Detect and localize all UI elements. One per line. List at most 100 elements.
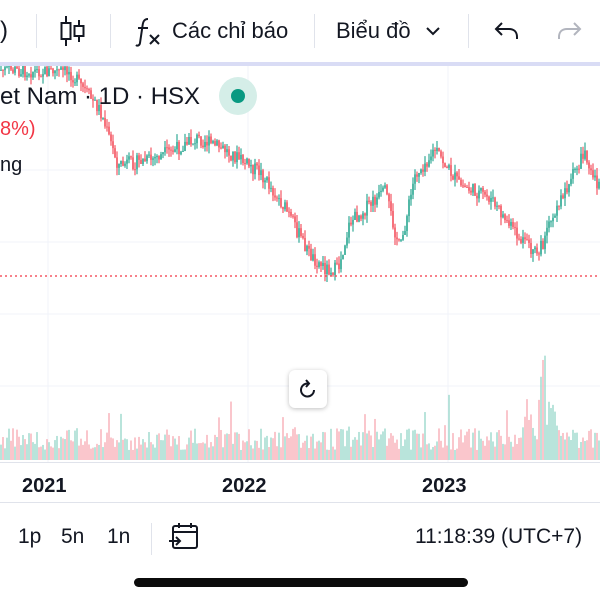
candle-body bbox=[102, 117, 104, 119]
toolbar-divider bbox=[36, 14, 37, 48]
candle-body bbox=[390, 201, 392, 212]
volume-bar bbox=[258, 447, 260, 460]
volume-bar bbox=[592, 447, 594, 460]
volume-bar bbox=[218, 417, 220, 460]
candle-body bbox=[446, 167, 448, 169]
candle-body bbox=[404, 231, 406, 235]
candle-body bbox=[588, 162, 590, 169]
candle-body bbox=[416, 174, 418, 177]
candle-body bbox=[34, 69, 36, 72]
candle-body bbox=[240, 154, 242, 160]
reset-chart-button[interactable] bbox=[289, 370, 327, 408]
candle-body bbox=[168, 147, 170, 150]
volume-bar bbox=[130, 440, 132, 460]
volume-bar bbox=[590, 429, 592, 460]
volume-bar bbox=[20, 445, 22, 460]
volume-bar bbox=[34, 443, 36, 460]
volume-bar bbox=[100, 429, 102, 460]
volume-bar bbox=[78, 445, 80, 460]
candle-body bbox=[66, 66, 68, 75]
volume-bar bbox=[278, 432, 280, 460]
candle-body bbox=[266, 177, 268, 181]
candle-body bbox=[296, 222, 298, 238]
candle-body bbox=[204, 141, 206, 148]
volume-bar bbox=[82, 444, 84, 460]
volume-bar bbox=[432, 447, 434, 460]
candle-body bbox=[244, 162, 246, 164]
candle-body bbox=[38, 69, 40, 77]
range-1-day-button[interactable]: 1p bbox=[18, 525, 42, 548]
candle-body bbox=[402, 234, 404, 240]
volume-bar bbox=[300, 447, 302, 460]
volume-bar bbox=[246, 441, 248, 460]
volume-bar bbox=[50, 446, 52, 460]
volume-bar bbox=[572, 429, 574, 460]
timezone-clock[interactable]: 11:18:39 (UTC+7) bbox=[415, 525, 583, 548]
redo-button[interactable] bbox=[556, 0, 582, 62]
chart-pane[interactable] bbox=[0, 66, 600, 462]
volume-bar bbox=[276, 446, 278, 460]
candle-body bbox=[514, 226, 516, 228]
volume-bar bbox=[132, 449, 134, 460]
symbol-search-partial[interactable]: ) bbox=[0, 0, 8, 62]
candle-body bbox=[262, 170, 264, 183]
candle-body bbox=[518, 238, 520, 240]
market-status-indicator[interactable] bbox=[219, 77, 257, 115]
candle-body bbox=[396, 237, 398, 240]
volume-bar bbox=[264, 437, 266, 460]
candle-body bbox=[236, 152, 238, 163]
candle-body bbox=[106, 126, 108, 128]
volume-bar bbox=[302, 442, 304, 460]
volume-bar bbox=[588, 430, 590, 460]
volume-bar bbox=[314, 448, 316, 460]
volume-legend-label[interactable]: ng bbox=[0, 154, 23, 176]
go-to-date-button[interactable] bbox=[168, 521, 200, 558]
candle-body bbox=[12, 69, 14, 73]
volume-bar bbox=[476, 449, 478, 460]
range-1-year-button[interactable]: 1n bbox=[107, 525, 131, 548]
volume-bar bbox=[528, 419, 530, 460]
candle-body bbox=[2, 69, 4, 71]
candlestick-chart[interactable] bbox=[0, 66, 600, 462]
candle-body bbox=[152, 158, 154, 160]
volume-bar bbox=[248, 429, 250, 460]
candle-body bbox=[172, 150, 174, 152]
volume-bar bbox=[428, 443, 430, 460]
indicators-button[interactable]: Các chỉ báo bbox=[134, 0, 288, 62]
volume-bar bbox=[332, 446, 334, 460]
volume-bar bbox=[574, 432, 576, 460]
reset-icon bbox=[300, 379, 315, 398]
volume-bar bbox=[486, 436, 488, 460]
candle-body bbox=[380, 190, 382, 193]
candle-body bbox=[310, 248, 312, 261]
volume-bar bbox=[26, 444, 28, 460]
candle-body bbox=[516, 227, 518, 239]
volume-bar bbox=[378, 439, 380, 460]
undo-button[interactable] bbox=[494, 0, 520, 62]
chart-type-label: Biểu đồ bbox=[336, 18, 411, 43]
symbol-legend-title[interactable]: et Nam · 1D · HSX bbox=[0, 83, 201, 110]
candle-body bbox=[14, 66, 16, 73]
volume-bar bbox=[470, 447, 472, 460]
candle-body bbox=[30, 74, 32, 78]
volume-bar bbox=[532, 427, 534, 460]
candle-body bbox=[278, 198, 280, 200]
candles-button[interactable] bbox=[58, 0, 86, 62]
time-axis[interactable]: 2021 2022 2023 bbox=[0, 462, 600, 503]
candle-body bbox=[128, 156, 130, 160]
volume-bar bbox=[122, 439, 124, 460]
candle-body bbox=[338, 263, 340, 270]
volume-bar bbox=[392, 435, 394, 460]
candle-body bbox=[472, 183, 474, 193]
candle-body bbox=[226, 149, 228, 153]
volume-bar bbox=[116, 440, 118, 460]
volume-bar bbox=[58, 448, 60, 460]
chart-type-dropdown[interactable]: Biểu đồ bbox=[336, 0, 441, 62]
candle-body bbox=[150, 154, 152, 160]
volume-bar bbox=[24, 439, 26, 460]
candle-body bbox=[210, 136, 212, 143]
volume-bar bbox=[180, 449, 182, 460]
range-5-days-button[interactable]: 5n bbox=[61, 525, 85, 548]
volume-bar bbox=[460, 429, 462, 460]
candle-body bbox=[120, 160, 122, 165]
